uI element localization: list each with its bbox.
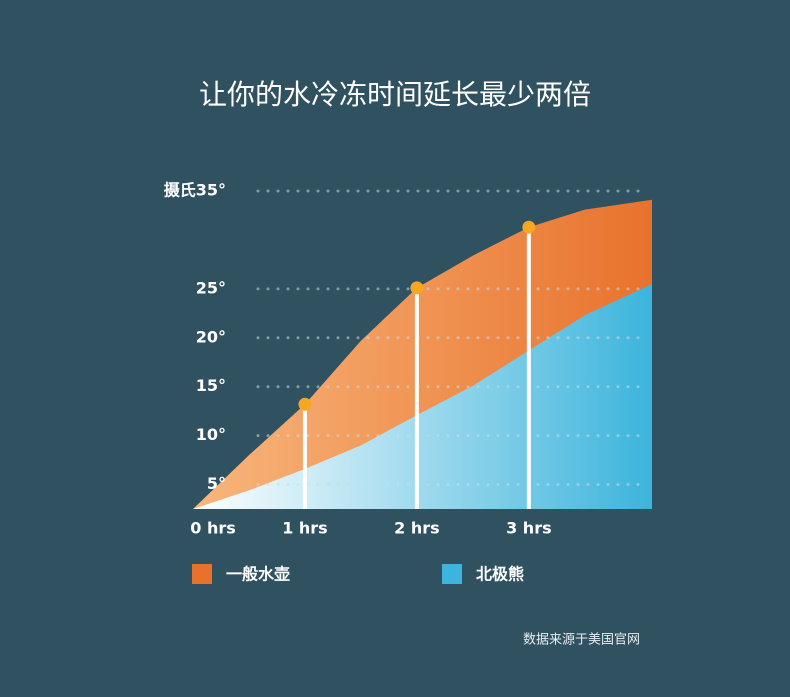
point-marker (298, 397, 312, 411)
y-tick-label: 10° (196, 425, 226, 444)
source-note: 数据来源于美国官网 (523, 632, 640, 648)
point-marker (522, 220, 536, 234)
legend-label: 北极熊 (476, 565, 524, 584)
x-tick-label: 2 hrs (394, 519, 440, 538)
point-marker (410, 281, 424, 295)
x-tick-label: 0 hrs (190, 519, 236, 538)
area (193, 283, 652, 509)
y-tick-label: 5° (207, 474, 226, 493)
y-tick-label: 15° (196, 376, 226, 395)
y-tick-label: 20° (196, 327, 226, 346)
legend-swatch (442, 564, 462, 584)
y-tick-label: 摄氏35° (164, 181, 226, 200)
x-tick-label: 3 hrs (506, 519, 552, 538)
y-tick-label: 25° (196, 278, 226, 297)
legend-label: 一般水壶 (226, 565, 290, 584)
chart-title: 让你的水冷冻时间延长最少两倍 (199, 78, 591, 111)
x-tick-label: 1 hrs (282, 519, 328, 538)
legend-swatch (192, 564, 212, 584)
